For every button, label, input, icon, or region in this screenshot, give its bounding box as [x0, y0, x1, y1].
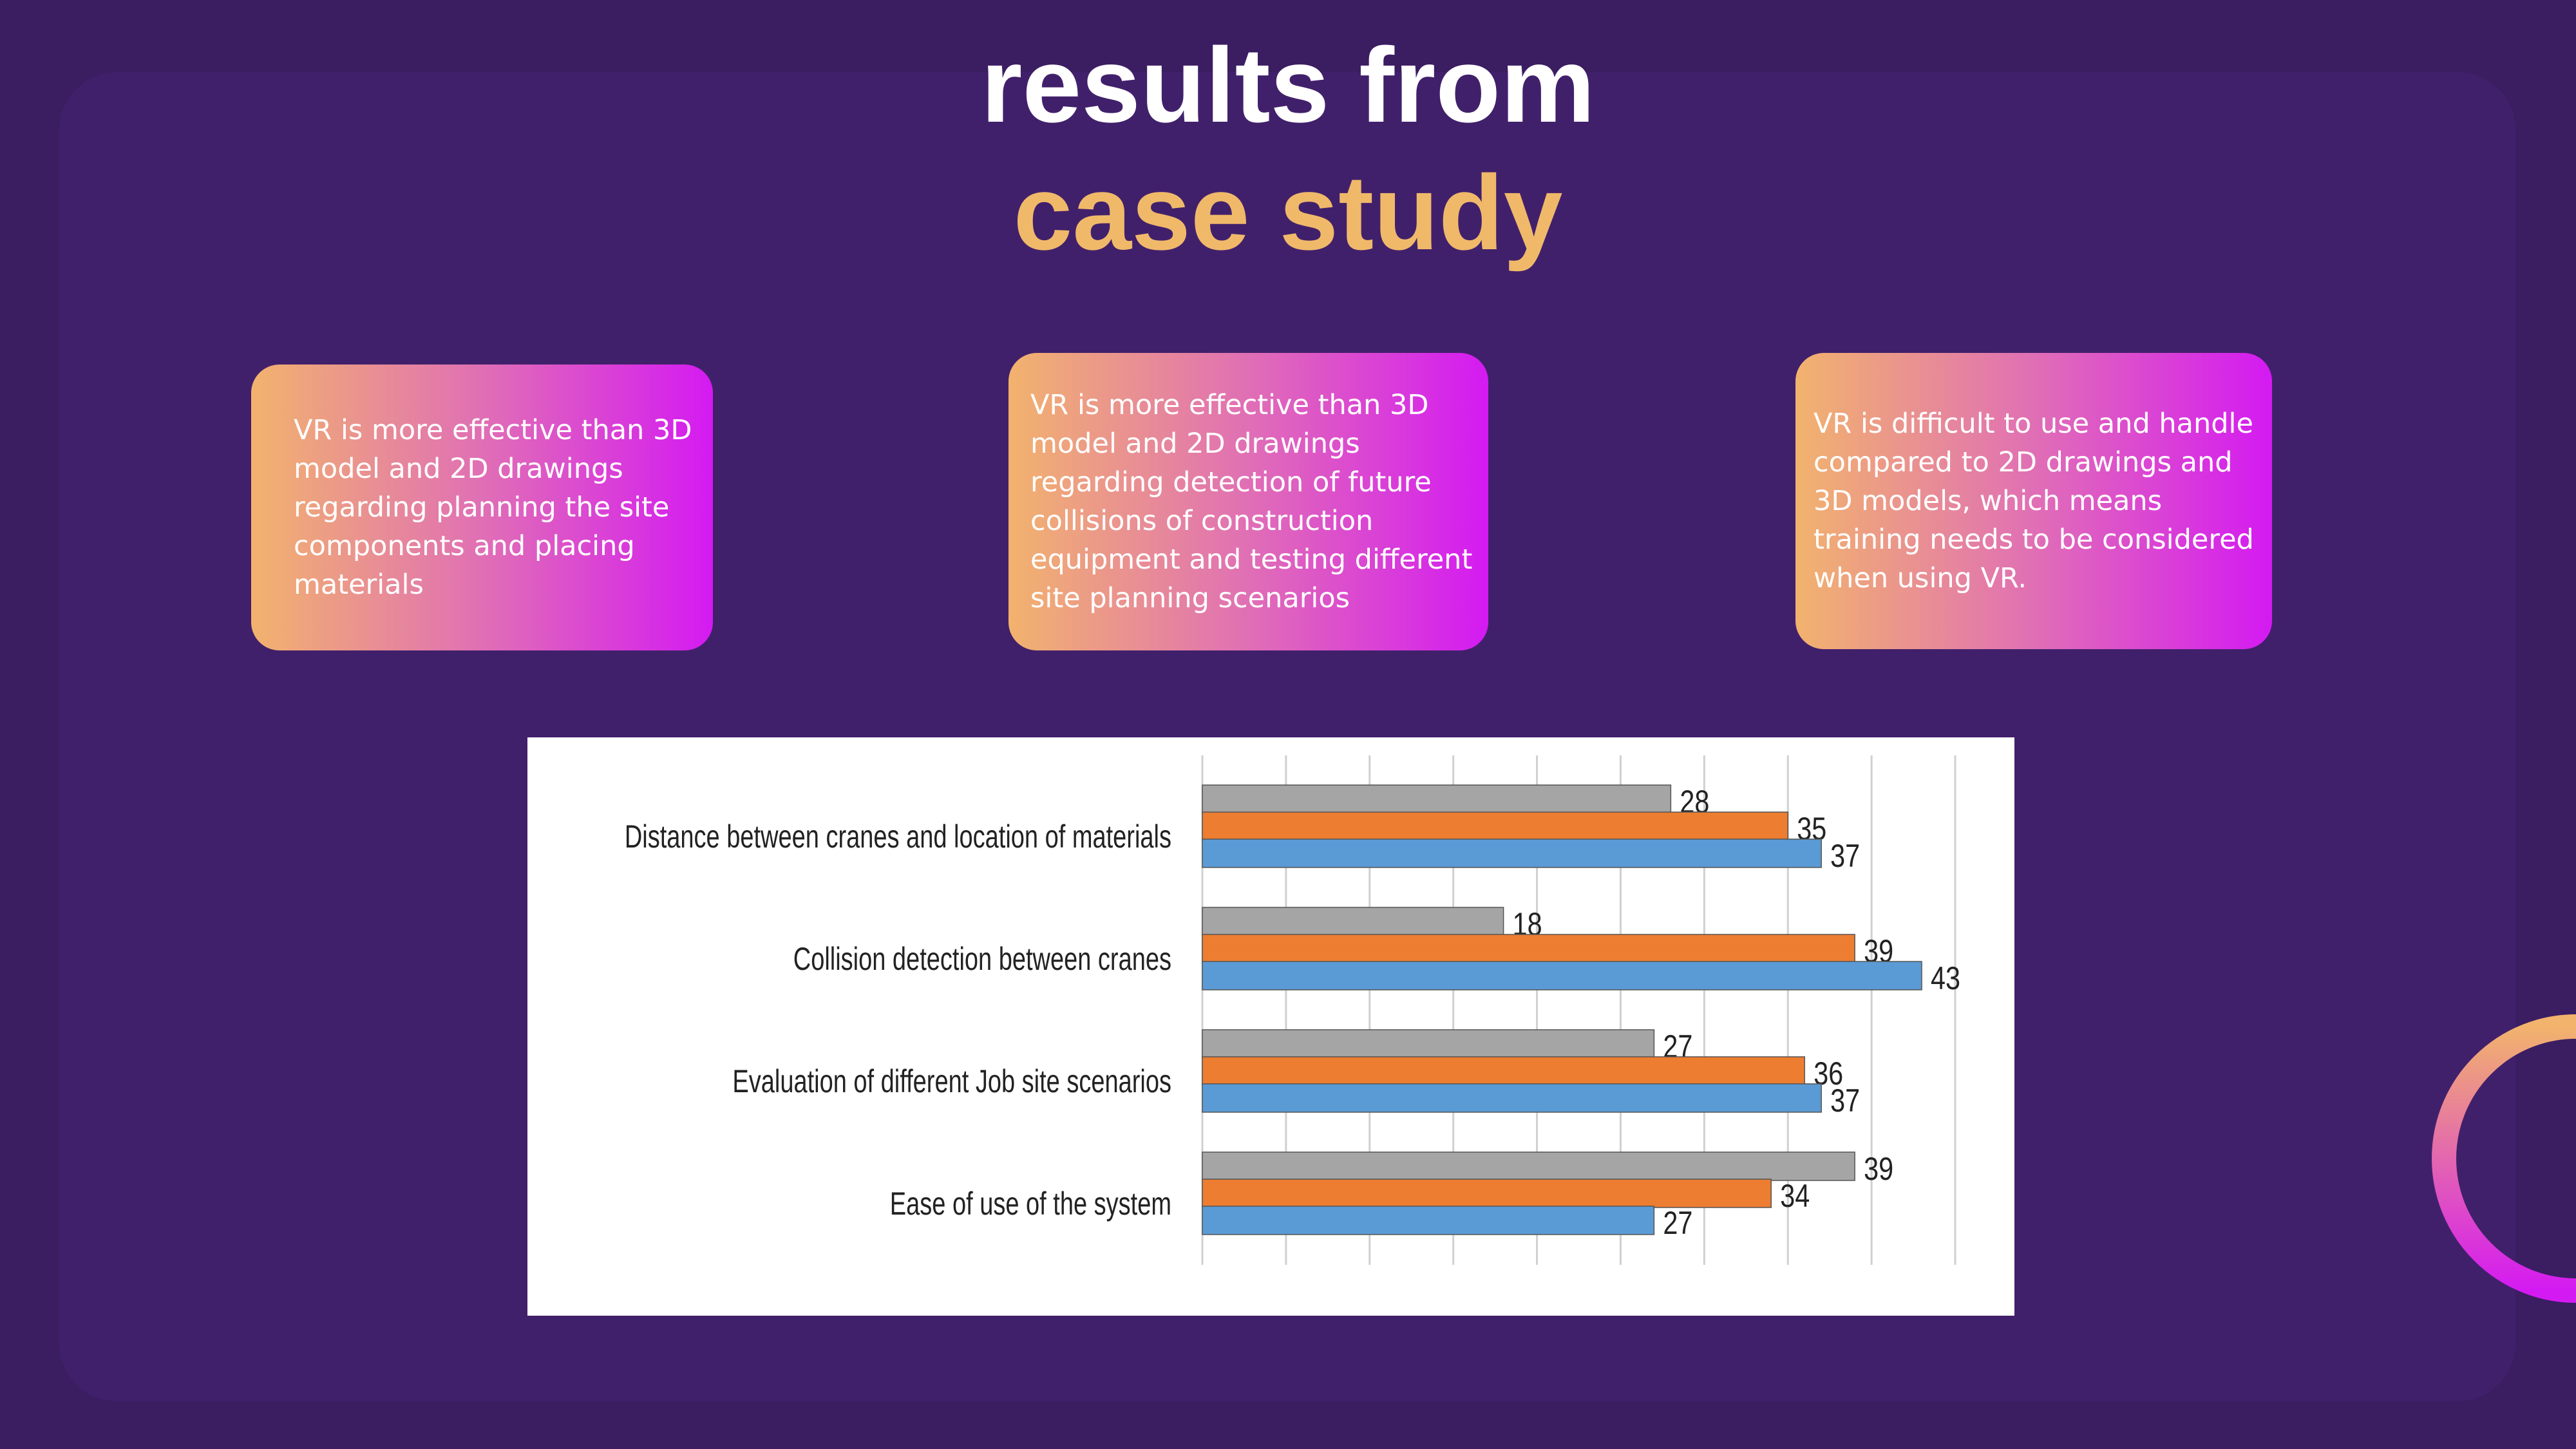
value-label: 27	[1663, 1205, 1692, 1241]
title-line-1: results from	[981, 26, 1595, 144]
value-label: 39	[1864, 1151, 1893, 1187]
bar	[1202, 1206, 1655, 1235]
value-label: 43	[1931, 960, 1960, 996]
bar	[1202, 1083, 1822, 1113]
title-line-2: case study	[1013, 153, 1563, 272]
card: VR is difficult to use and handle compar…	[1795, 353, 2272, 649]
category-label: Ease of use of the system	[890, 1186, 1171, 1222]
bar	[1202, 1056, 1805, 1086]
bar	[1202, 961, 1922, 990]
card-text: VR is difficult to use and handle compar…	[1814, 408, 2254, 594]
card: VR is more effective than 3D model and 2…	[1009, 353, 1488, 650]
bar	[1202, 838, 1822, 868]
category-label: Collision detection between cranes	[793, 941, 1171, 977]
card-text: VR is more effective than 3D model and 2…	[1030, 389, 1473, 614]
bar	[1202, 1179, 1772, 1208]
bar	[1202, 1151, 1855, 1181]
card-text: VR is more effective than 3D model and 2…	[294, 414, 692, 601]
category-label: Evaluation of different Job site scenari…	[732, 1063, 1171, 1099]
value-label: 37	[1830, 838, 1860, 874]
decor-ring	[2432, 1014, 2576, 1303]
category-label: Distance between cranes and location of …	[625, 819, 1171, 855]
bar	[1202, 811, 1788, 841]
card: VR is more effective than 3D model and 2…	[251, 365, 713, 650]
value-label: 37	[1830, 1083, 1860, 1119]
bar	[1202, 934, 1855, 963]
bar	[1202, 907, 1504, 936]
value-label: 34	[1780, 1178, 1810, 1214]
bar	[1202, 784, 1672, 814]
bar	[1202, 1029, 1655, 1059]
